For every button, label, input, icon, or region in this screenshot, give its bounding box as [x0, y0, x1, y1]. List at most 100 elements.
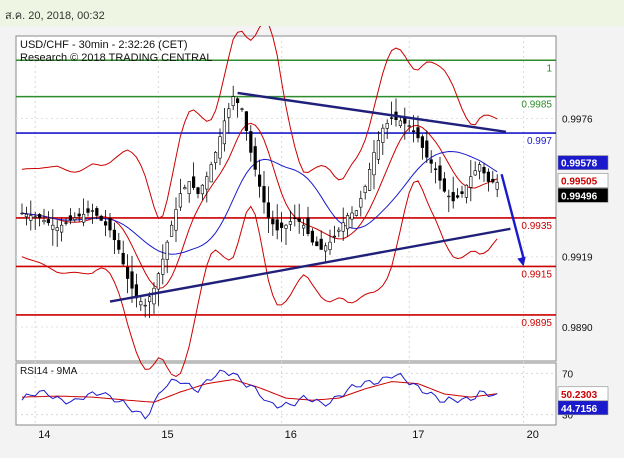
rsi-tag-label: 50.2303	[561, 390, 598, 401]
candle-body	[279, 222, 284, 228]
trendlines	[109, 91, 526, 303]
candle-body	[108, 218, 112, 231]
candle-body	[68, 215, 72, 221]
candle-body	[495, 182, 499, 190]
candle-body	[205, 176, 209, 190]
candle-body	[152, 287, 156, 305]
candle-body	[174, 209, 178, 231]
candle-body	[20, 212, 24, 215]
forecast-arrow-head	[517, 256, 526, 267]
candle-body	[350, 212, 354, 220]
grid	[16, 36, 556, 425]
timestamp: ส.ค. 20, 2018, 00:32	[5, 10, 105, 22]
candle-body	[469, 176, 473, 188]
candle-body	[429, 159, 433, 164]
candle-body	[244, 111, 249, 131]
x-tick-label: 17	[412, 429, 424, 441]
y-tick-label: 0.9919	[562, 253, 593, 264]
candle-body	[332, 235, 337, 238]
y-tick-label: 0.9890	[562, 323, 593, 334]
candle-body	[156, 273, 161, 290]
candle-body	[209, 164, 213, 183]
candle-body	[491, 178, 495, 183]
level-label: 0.9895	[521, 318, 552, 329]
candle-body	[315, 241, 319, 247]
candle-body	[345, 215, 350, 230]
candle-body	[73, 217, 77, 220]
candles	[20, 85, 499, 319]
chart-subtitle: Research © 2018 TRADING CENTRAL	[20, 52, 213, 64]
candle-body	[425, 140, 429, 158]
chart-svg: 1 0.9985 0.997 0.9935 0.9915 0.9895 14 15 16 17 2…	[15, 21, 609, 441]
trendline	[109, 227, 511, 303]
candle-body	[385, 123, 389, 129]
candle-body	[165, 241, 169, 260]
candle-body	[486, 171, 491, 182]
candle-body	[90, 210, 94, 212]
price-tag-label: 0.99496	[561, 191, 598, 202]
price-panel	[15, 35, 557, 362]
candle-body	[398, 120, 403, 126]
candle-body	[266, 202, 271, 219]
candle-body	[372, 152, 376, 176]
candle-body	[222, 120, 227, 145]
upper-band	[21, 21, 498, 220]
candle-body	[148, 296, 152, 303]
candle-body	[231, 96, 235, 106]
x-tick-label: 15	[161, 429, 173, 441]
candle-body	[104, 221, 108, 226]
candle-body	[218, 136, 222, 159]
candle-body	[95, 208, 99, 216]
rsi-tick-label: 30	[562, 411, 574, 422]
x-tick-label: 20	[527, 429, 539, 441]
x-tick-label: 14	[38, 429, 50, 441]
price-tag-box	[557, 155, 609, 170]
rsi-tick-label: 70	[562, 369, 574, 380]
forecast-arrow-shaft	[500, 173, 525, 259]
candle-body	[170, 224, 174, 237]
candle-body	[187, 181, 191, 194]
date-bar: ส.ค. 20, 2018, 00:32	[0, 0, 624, 26]
candle-body	[341, 222, 345, 232]
price-tag-label: 0.99505	[561, 176, 598, 187]
candle-body	[310, 230, 315, 243]
y-tick-label: 0.9976	[562, 114, 593, 125]
candle-body	[389, 117, 394, 119]
candle-body	[363, 186, 367, 193]
candle-body	[257, 174, 262, 187]
candle-body	[46, 219, 50, 224]
candle-body	[293, 217, 297, 219]
candle-body	[447, 195, 451, 198]
axes: 14 15 16 17 20 0.9976 0.9919 0.9890 0.99578 0.995…	[38, 114, 609, 441]
candle-body	[24, 213, 29, 218]
levels: 1 0.9985 0.997 0.9935 0.9915 0.9895	[16, 59, 556, 329]
candle-body	[227, 108, 231, 118]
candle-body	[29, 215, 33, 221]
candle-body	[161, 258, 165, 275]
candle-body	[442, 178, 447, 192]
candle-body	[438, 165, 442, 181]
candle-body	[328, 241, 332, 250]
candle-body	[451, 192, 455, 202]
level-label: 0.9985	[521, 100, 552, 111]
candle-body	[359, 198, 363, 208]
level-label: 0.9935	[521, 221, 552, 232]
candle-body	[319, 238, 323, 250]
candle-body	[51, 224, 55, 230]
candle-body	[411, 130, 416, 133]
candle-body	[262, 186, 266, 203]
candle-body	[482, 167, 486, 174]
candle-body	[416, 127, 420, 139]
rsi-tag-box	[557, 400, 609, 416]
candle-body	[407, 125, 411, 127]
candle-body	[178, 193, 183, 208]
candle-body	[381, 127, 385, 143]
candle-body	[240, 108, 244, 110]
price-tag-label: 0.99578	[561, 159, 598, 170]
candle-body	[301, 224, 306, 229]
rsi-lines	[16, 369, 556, 420]
x-tick-label: 16	[285, 429, 297, 441]
candle-body	[306, 217, 310, 234]
candle-body	[473, 170, 477, 176]
candle-body	[77, 213, 81, 217]
